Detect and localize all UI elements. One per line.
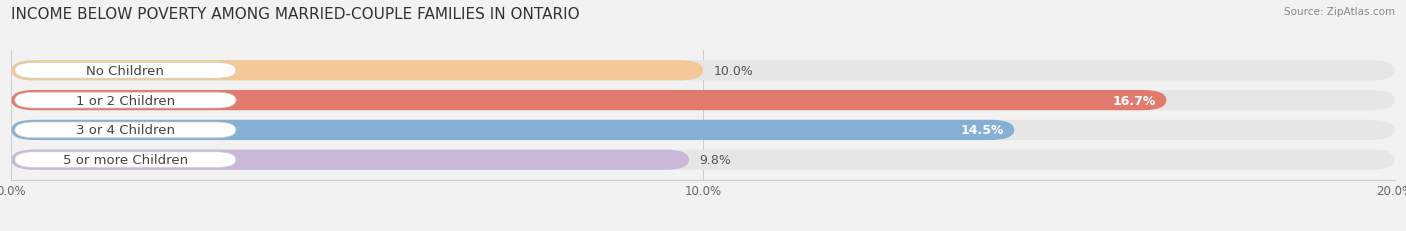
FancyBboxPatch shape [14,93,236,109]
FancyBboxPatch shape [14,63,236,79]
Text: INCOME BELOW POVERTY AMONG MARRIED-COUPLE FAMILIES IN ONTARIO: INCOME BELOW POVERTY AMONG MARRIED-COUPL… [11,7,579,22]
FancyBboxPatch shape [11,150,1395,170]
FancyBboxPatch shape [11,120,1395,140]
Text: 9.8%: 9.8% [700,154,731,167]
Text: 10.0%: 10.0% [713,64,754,77]
Text: 3 or 4 Children: 3 or 4 Children [76,124,174,137]
Text: No Children: No Children [86,64,165,77]
FancyBboxPatch shape [11,91,1167,111]
FancyBboxPatch shape [11,61,1395,81]
Text: 1 or 2 Children: 1 or 2 Children [76,94,174,107]
FancyBboxPatch shape [11,61,703,81]
Text: Source: ZipAtlas.com: Source: ZipAtlas.com [1284,7,1395,17]
FancyBboxPatch shape [11,120,1014,140]
Text: 5 or more Children: 5 or more Children [63,154,188,167]
Text: 14.5%: 14.5% [960,124,1004,137]
FancyBboxPatch shape [11,91,1395,111]
FancyBboxPatch shape [11,150,689,170]
FancyBboxPatch shape [14,152,236,168]
Text: 16.7%: 16.7% [1112,94,1156,107]
FancyBboxPatch shape [14,122,236,138]
